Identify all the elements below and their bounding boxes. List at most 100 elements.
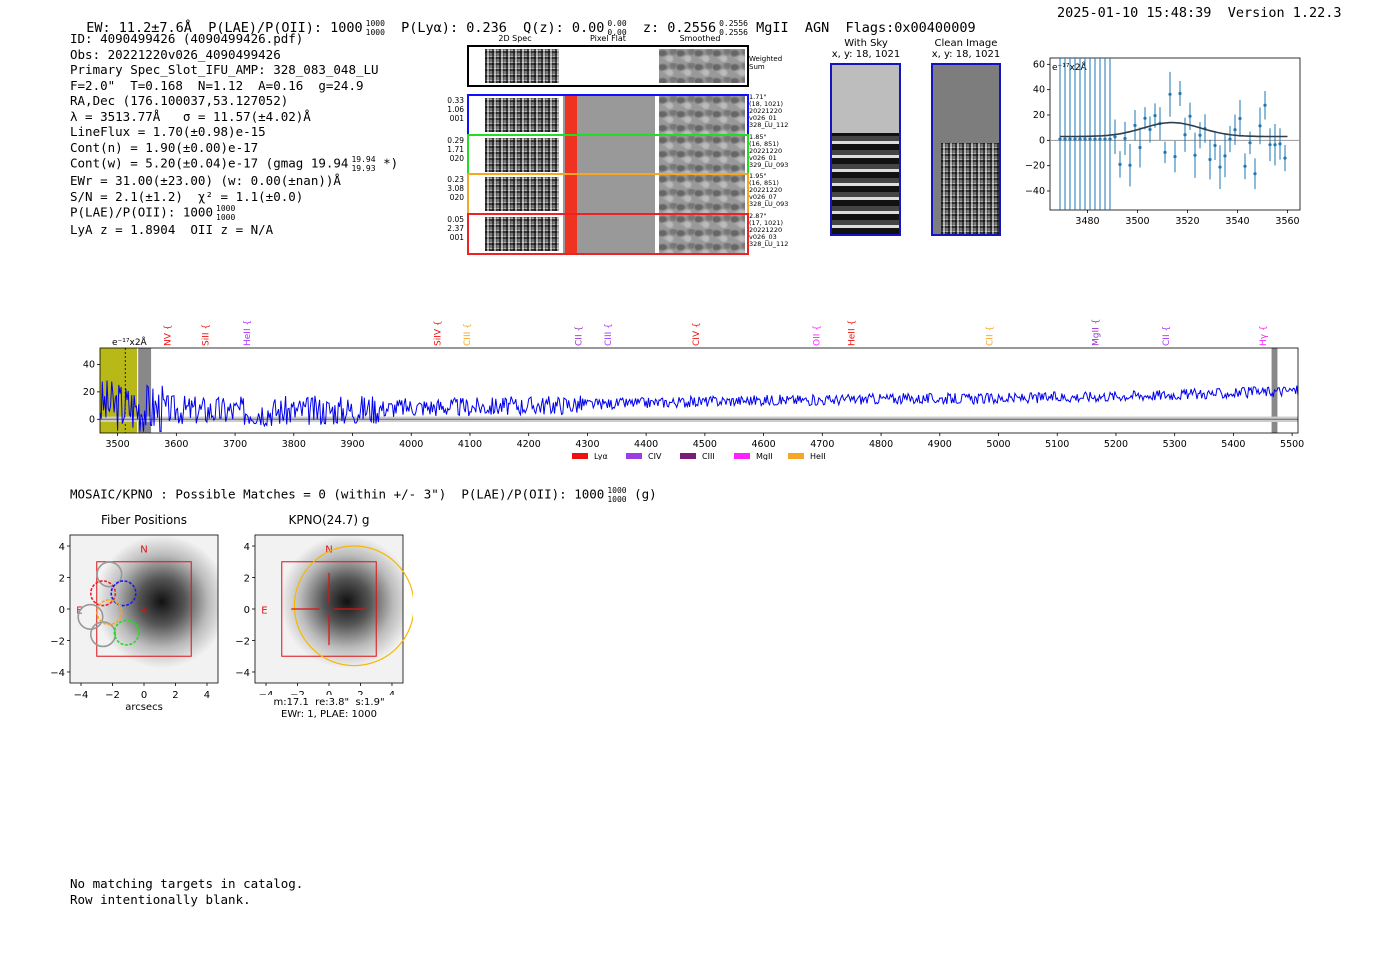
zoom-data-point [1228,137,1232,141]
cutout-row-meta: 2.87" (17, 1021) 20221220 v026_03 328_LU… [749,211,789,248]
zoom-data-point [1233,128,1237,132]
spec-unit-label: e⁻¹⁷x2Å [112,336,148,348]
cutout-row-meta: 1.85" (16, 851) 20221220 v026_01 329_LU_… [749,132,789,169]
spec-frame [99,347,1299,434]
cutout-2dspec [485,216,559,251]
spec-line-label: NV { [164,325,174,346]
zoom-data-point [1273,143,1277,147]
fiber-panel-title: Fiber Positions [100,513,188,527]
cutout-row-stats: 0.05 2.37 001 [447,214,464,242]
cutout-pixelflat [563,214,655,253]
cutout-pixelflat [563,135,655,174]
info-radec: RA,Dec (176.100037,53.127052) [70,93,289,108]
fiber-circle [89,621,117,648]
spec-line-name: HeII { [243,320,253,346]
zoom-data-point [1063,137,1067,141]
spec-line-name: CIV { [692,322,702,346]
cutout-row-stats: 0.33 1.06 001 [447,96,464,123]
fiber-circle [77,603,104,630]
zoom-data-point [1223,154,1227,158]
info-contw-text: Cont(w) = 5.20(±0.04)e-17 (gmag 19.94 [70,155,349,171]
header-plae: P(LAE)/P(OII): 1000 [208,20,363,36]
clean-stamp-title: Clean Image [934,38,998,49]
clean-stamp-noise [941,143,999,234]
sky-stamp-image [830,63,901,236]
zoom-data-point [1208,157,1212,162]
sky-stamp-coord: x, y: 18, 1021 [831,49,901,60]
aperture-ellipse [293,545,413,667]
mosaic-text: MOSAIC/KPNO : Possible Matches = 0 (with… [70,486,605,502]
zoom-data-point [1138,145,1142,150]
zoom-xtick-label: 3480 [1075,216,1099,227]
north-label: N [140,544,147,555]
spec-line-name: NV { [164,325,174,346]
header-qz: Q(z): 0.00 [523,20,605,36]
info-lyaz: LyA z = 1.8904 OII z = N/A [70,222,274,237]
cutout-2dspec [485,177,559,211]
cutout-pixelflat [563,96,655,134]
spec-xtick-label: 5300 [1163,439,1187,450]
spec-line-name: SiII { [202,324,212,346]
kpno-caption-1: m:17.1 re:3.8" s:1.9" [273,697,385,708]
spec-xtick-label: 4100 [458,439,482,450]
cutout-row-meta: 1.71" (18, 1021) 20221220 v026_01 328_LU… [749,93,789,129]
sky-stamp-trace [832,133,899,234]
spec-flux-line [99,380,1299,433]
zoom-xtick-label: 3520 [1175,216,1199,227]
spec-line-name: CIII { [463,323,473,346]
cutout-title-2dspec: 2D Spec [498,34,532,43]
bad-pixel-column [565,214,577,253]
spec-legend-label: MgII [756,452,773,460]
info-lambda: λ = 3513.77Å σ = 11.57(±4.02)Å [70,108,311,124]
info-primary: Primary Spec_Slot_IFU_AMP: 328_083_048_L… [70,62,379,77]
spec-line-name: CII { [1162,326,1172,346]
spec-xtick-label: 4400 [634,439,658,450]
cutout-panel: 2D Spec Pixel Flat Smoothed Weighted Sum… [440,33,800,255]
cutout-smoothed [659,214,745,253]
info-lineflux: LineFlux = 1.70(±0.98)e-15 [70,124,266,139]
spec-xtick-label: 3900 [340,439,364,450]
spec-xtick-label: 5400 [1221,439,1245,450]
sky-stamp-header: With Sky x, y: 18, 1021 [830,38,902,60]
panel-xtick-label: −4 [74,690,89,701]
header-plae-hi: 1000 [365,19,385,28]
spec-legend-label: CIII [702,452,715,460]
info-contw-hi: 19.94 [351,155,376,164]
info-plae: P(LAE)/P(OII): 1000 1000 1000 [70,204,398,222]
kpno-caption-2: EWr: 1, PLAE: 1000 [281,709,377,720]
spec-line-label: CIV { [692,322,702,346]
header-right: 2025-01-10 15:48:39 Version 1.22.3 [1057,5,1342,21]
north-label: N [325,544,332,555]
zoom-data-point [1088,137,1092,141]
spec-xtick-label: 4500 [693,439,717,450]
panel-ytick-label: 0 [59,605,65,616]
info-plae-hi: 1000 [216,204,236,213]
zoom-data-point [1183,133,1187,137]
panel-ytick-label: −4 [235,668,250,679]
spec-xtick-label: 4700 [810,439,834,450]
spec-line-label: CIII { [463,323,473,346]
cutout-row-stats: 0.23 3.08 020 [447,175,464,202]
zoom-data-point [1173,155,1177,159]
kpno-panel-title: KPNO(24.7) g [288,513,370,527]
spec-legend-swatch [572,453,588,459]
spec-legend-swatch [788,453,804,459]
cutout-2dspec [485,98,559,132]
bad-pixel-column [565,96,577,134]
zoom-data-point [1213,143,1217,148]
fiber-circle [89,580,117,607]
zoom-data-point [1238,116,1242,121]
kpno-caption: m:17.1 re:3.8" s:1.9" EWr: 1, PLAE: 1000 [255,697,403,721]
info-fiber: F=2.0" T=0.168 N=1.12 A=0.16 g=24.9 [70,77,364,93]
spec-ytick-label: 0 [89,414,95,425]
spec-line-name: CIII { [604,323,614,346]
spec-xtick-label: 4200 [517,439,541,450]
spec-xtick-label: 3600 [164,439,188,450]
info-sn: S/N = 2.1(±1.2) χ² = 1.1(±0.0) [70,188,304,204]
panel-xtick-label: 4 [204,690,210,701]
weighted-2dspec [485,49,559,83]
sky-stamp-title: With Sky [844,38,888,49]
zoom-data-point [1118,162,1122,166]
zoom-frame [1049,57,1301,211]
